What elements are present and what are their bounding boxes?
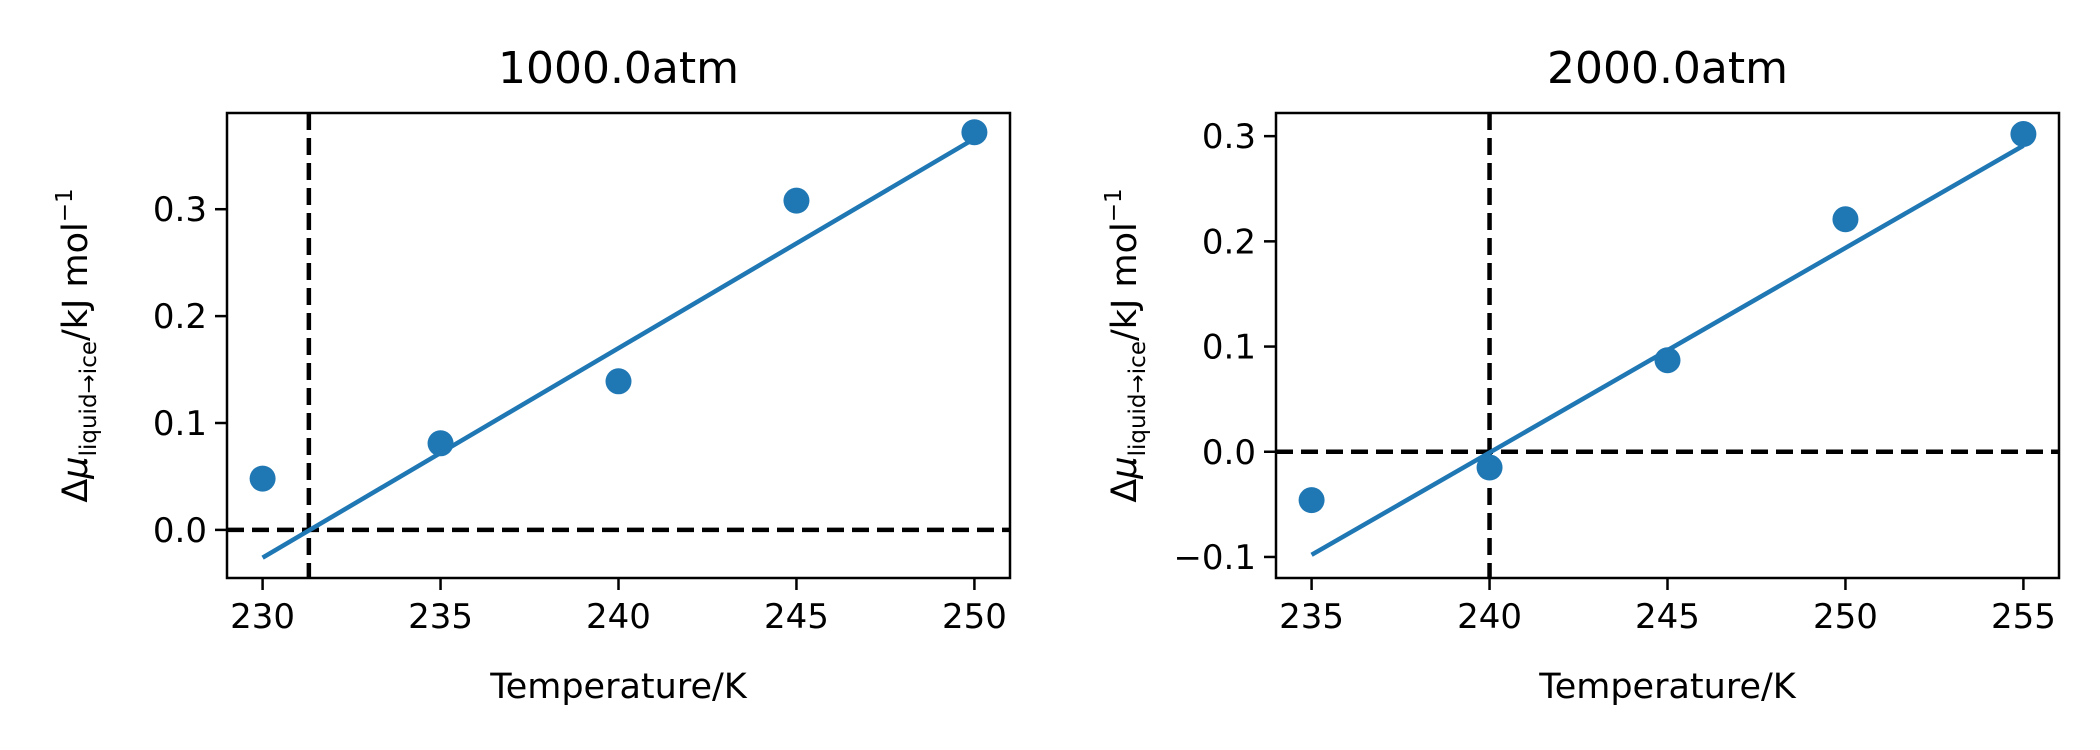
y-tick-label: 0.1	[1202, 328, 1256, 368]
x-tick-label: 230	[230, 597, 295, 637]
data-point	[249, 465, 276, 492]
y-label-unit: /kJ mol	[1105, 222, 1145, 341]
fit-line	[261, 136, 976, 560]
x-tick-label: 235	[1279, 597, 1344, 637]
x-tick-label: 235	[408, 597, 473, 637]
x-axis-label: Temperature/K	[1538, 667, 1796, 707]
y-tick-label: 0.3	[153, 190, 207, 230]
y-tick-label: −0.1	[1173, 538, 1256, 578]
data-point	[1654, 347, 1681, 374]
data-point	[1298, 487, 1325, 514]
data-point	[2010, 121, 2037, 148]
y-label-unit: /kJ mol	[56, 222, 96, 341]
y-tick-label: 0.3	[1202, 117, 1256, 157]
y-label-mu: μ	[1105, 456, 1145, 479]
x-tick-label: 255	[1991, 597, 2056, 637]
y-label-mu: μ	[56, 456, 96, 479]
chart-title: 2000.0atm	[1547, 43, 1788, 94]
y-label-prefix: Δ	[56, 479, 96, 503]
x-tick-label: 250	[1813, 597, 1878, 637]
y-tick-label: 0.2	[1202, 222, 1256, 262]
data-point	[1476, 454, 1503, 481]
x-tick-label: 245	[764, 597, 829, 637]
x-tick-label: 240	[1457, 597, 1522, 637]
y-tick-label: 0.2	[153, 297, 207, 337]
x-axis-label: Temperature/K	[489, 667, 747, 707]
data-point	[1832, 206, 1859, 233]
x-tick-label: 240	[586, 597, 651, 637]
y-tick-label: 0.0	[1202, 433, 1256, 473]
data-point	[605, 368, 632, 395]
y-tick-label: 0.1	[153, 404, 207, 444]
y-label-superscript: −1	[52, 188, 78, 222]
y-label-subscript: liquid→ice	[1125, 341, 1151, 456]
data-point	[783, 187, 810, 214]
y-axis-label: Δμliquid→ice/kJ mol−1	[1101, 188, 1151, 502]
chart-panel-1: 1000.0atm 230 235 240 245 250 0.0 0.1 0.2 0.3 Temp…	[52, 43, 1012, 707]
x-tick-label: 245	[1635, 597, 1700, 637]
y-label-superscript: −1	[1101, 188, 1127, 222]
y-label-prefix: Δ	[1105, 479, 1145, 503]
data-point	[961, 119, 988, 146]
chart-panel-2: 2000.0atm 235 240 245 250 255 −0.1 0.0 0.1 0.2 0.3…	[1101, 43, 2061, 707]
x-tick-label: 250	[942, 597, 1007, 637]
y-axis-label: Δμliquid→ice/kJ mol−1	[52, 188, 102, 502]
chart-title: 1000.0atm	[498, 43, 739, 94]
data-point	[427, 430, 454, 457]
y-tick-label: 0.0	[153, 511, 207, 551]
y-label-subscript: liquid→ice	[76, 341, 102, 456]
